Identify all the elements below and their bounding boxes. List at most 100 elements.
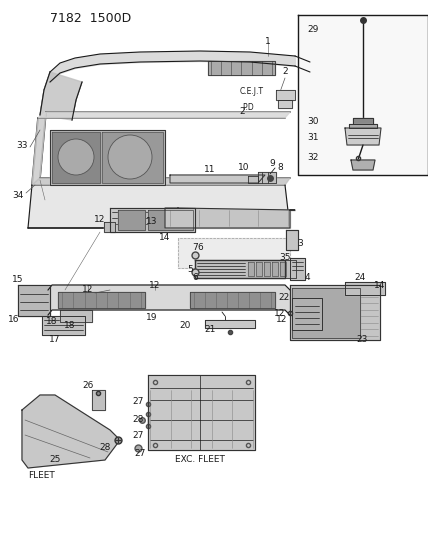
- Polygon shape: [195, 260, 285, 278]
- Text: 30: 30: [307, 117, 319, 126]
- Polygon shape: [32, 112, 46, 185]
- Text: 12: 12: [276, 316, 288, 325]
- Text: 27: 27: [132, 432, 144, 440]
- Text: 7: 7: [192, 244, 198, 253]
- Polygon shape: [92, 390, 105, 410]
- Polygon shape: [256, 262, 262, 276]
- Polygon shape: [345, 128, 381, 145]
- Text: C.E.J.T: C.E.J.T: [240, 87, 264, 96]
- Polygon shape: [351, 160, 375, 170]
- Polygon shape: [190, 292, 275, 308]
- Text: 14: 14: [159, 233, 171, 243]
- Text: 10: 10: [238, 164, 250, 173]
- Text: 27: 27: [134, 449, 146, 458]
- Polygon shape: [40, 72, 82, 120]
- Text: 31: 31: [307, 133, 319, 142]
- Text: 28: 28: [99, 443, 111, 453]
- Circle shape: [58, 139, 94, 175]
- Text: 22: 22: [278, 293, 290, 302]
- Text: 12: 12: [94, 215, 106, 224]
- Text: 6: 6: [197, 244, 203, 253]
- Polygon shape: [290, 258, 305, 280]
- Polygon shape: [286, 230, 298, 250]
- Polygon shape: [290, 285, 380, 340]
- Text: P.D: P.D: [242, 103, 254, 112]
- Text: 27: 27: [132, 398, 144, 407]
- Text: 2: 2: [282, 68, 288, 77]
- Polygon shape: [349, 124, 377, 128]
- Text: 9: 9: [269, 158, 275, 167]
- Polygon shape: [60, 310, 92, 322]
- Polygon shape: [285, 260, 296, 278]
- Text: 34: 34: [12, 190, 24, 199]
- Polygon shape: [292, 288, 360, 338]
- Text: 33: 33: [16, 141, 28, 149]
- Text: 25: 25: [49, 456, 61, 464]
- Polygon shape: [32, 178, 290, 185]
- Text: 2: 2: [239, 108, 245, 117]
- Text: 23: 23: [357, 335, 368, 344]
- Text: 12: 12: [274, 309, 285, 318]
- Text: 14: 14: [374, 280, 386, 289]
- Text: 12: 12: [149, 280, 160, 289]
- Text: 12: 12: [82, 286, 94, 295]
- Circle shape: [108, 135, 152, 179]
- Text: 19: 19: [146, 313, 158, 322]
- Polygon shape: [178, 238, 290, 268]
- Polygon shape: [42, 316, 85, 335]
- Polygon shape: [58, 292, 145, 308]
- Polygon shape: [118, 210, 145, 230]
- Text: 29: 29: [307, 26, 319, 35]
- Polygon shape: [208, 61, 275, 75]
- Polygon shape: [165, 208, 295, 228]
- Polygon shape: [22, 395, 120, 468]
- Text: 16: 16: [8, 316, 20, 325]
- Text: 21: 21: [204, 326, 216, 335]
- Polygon shape: [205, 320, 255, 328]
- Polygon shape: [148, 375, 255, 450]
- Polygon shape: [345, 282, 385, 295]
- Text: 28: 28: [132, 416, 144, 424]
- Polygon shape: [298, 15, 428, 175]
- Polygon shape: [18, 285, 50, 316]
- Text: 32: 32: [307, 154, 319, 163]
- Polygon shape: [258, 172, 276, 183]
- Polygon shape: [272, 262, 278, 276]
- Text: 17: 17: [49, 335, 61, 344]
- Text: 7182  1500D: 7182 1500D: [50, 12, 131, 25]
- Polygon shape: [50, 130, 165, 185]
- Text: 18: 18: [64, 321, 76, 330]
- Polygon shape: [276, 90, 295, 100]
- Polygon shape: [280, 262, 286, 276]
- Polygon shape: [248, 176, 258, 183]
- Polygon shape: [292, 298, 322, 330]
- Text: FLEET: FLEET: [29, 472, 55, 481]
- Text: 3: 3: [297, 238, 303, 247]
- Text: 35: 35: [279, 253, 291, 262]
- Polygon shape: [28, 185, 290, 228]
- Polygon shape: [104, 222, 115, 232]
- Text: 13: 13: [146, 217, 158, 227]
- Text: 5: 5: [187, 265, 193, 274]
- Polygon shape: [353, 118, 373, 124]
- Polygon shape: [48, 285, 290, 315]
- Text: 1: 1: [265, 37, 271, 46]
- Polygon shape: [170, 175, 265, 183]
- Text: 4: 4: [304, 273, 310, 282]
- Polygon shape: [148, 210, 193, 230]
- Polygon shape: [110, 208, 195, 232]
- Polygon shape: [102, 132, 163, 183]
- Text: 20: 20: [179, 320, 191, 329]
- Text: 18: 18: [46, 318, 58, 327]
- Text: 24: 24: [354, 273, 366, 282]
- Polygon shape: [264, 262, 270, 276]
- Polygon shape: [248, 262, 254, 276]
- Text: 11: 11: [204, 166, 216, 174]
- Text: 15: 15: [12, 276, 24, 285]
- Text: 26: 26: [82, 381, 94, 390]
- Polygon shape: [38, 112, 290, 118]
- Polygon shape: [278, 100, 292, 108]
- Text: 6: 6: [192, 273, 198, 282]
- Polygon shape: [52, 132, 100, 183]
- Text: EXC. FLEET: EXC. FLEET: [175, 456, 225, 464]
